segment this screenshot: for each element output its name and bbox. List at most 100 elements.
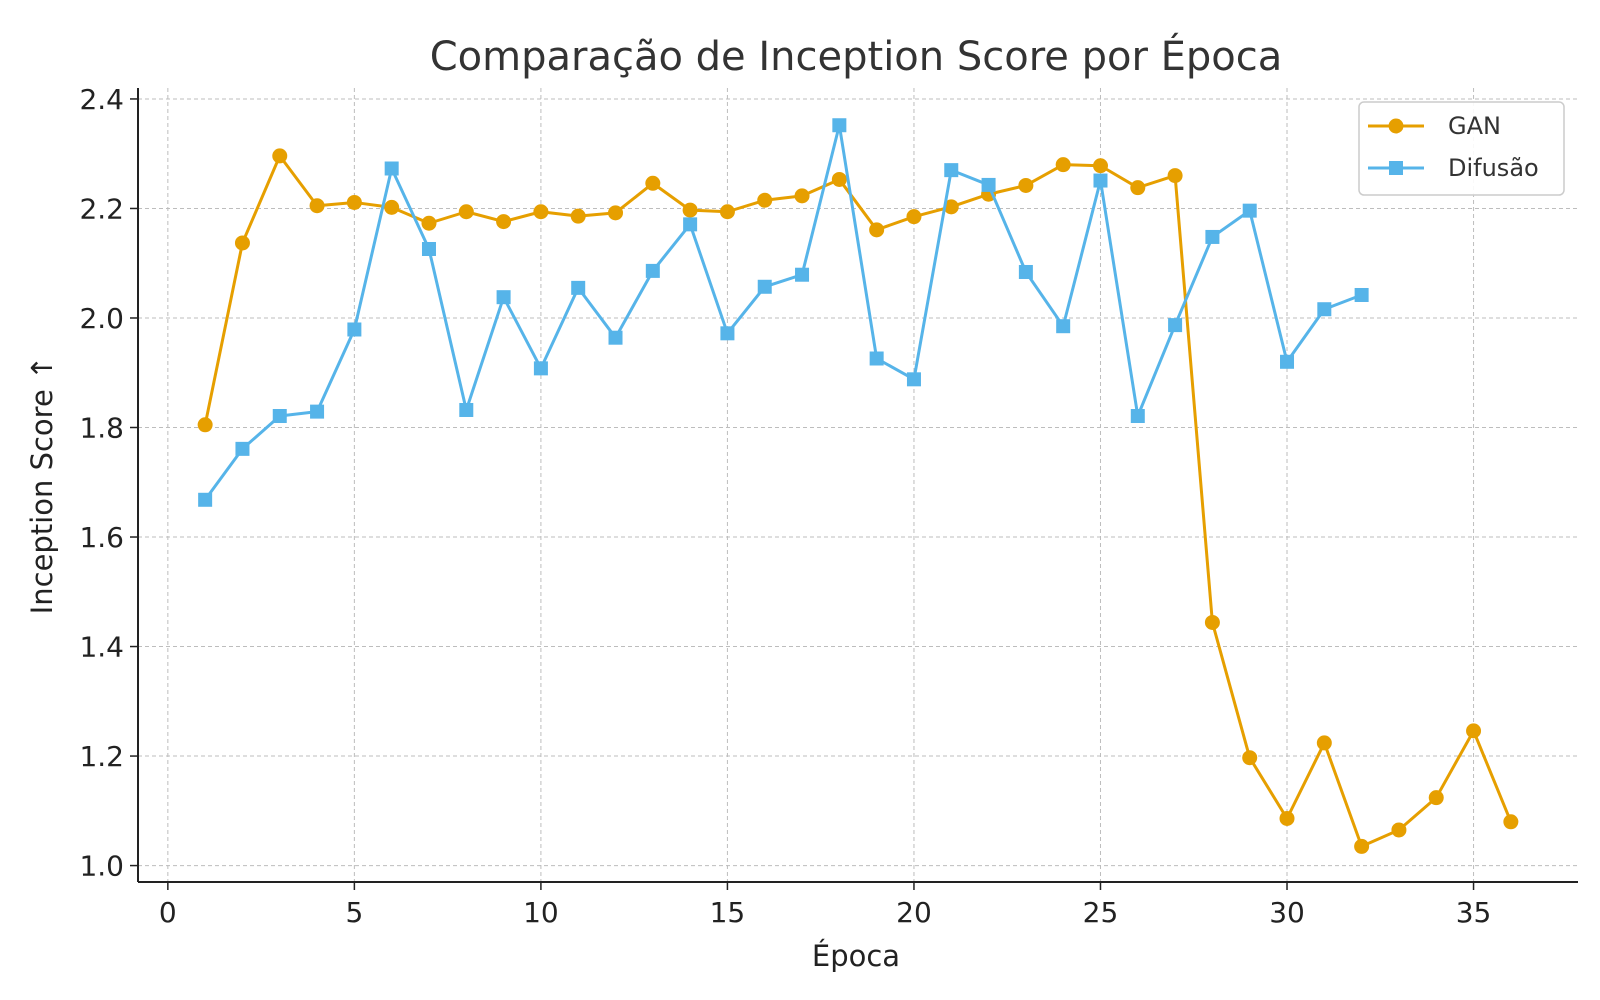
data-point-gan: [943, 199, 959, 215]
data-point-difusao: [720, 326, 735, 341]
data-point-gan: [1092, 158, 1108, 174]
data-point-gan: [346, 194, 362, 210]
data-point-gan: [1167, 168, 1183, 184]
data-point-gan: [1503, 814, 1519, 830]
y-tick-label: 1.0: [79, 850, 124, 883]
data-point-gan: [1018, 177, 1034, 193]
data-point-difusao: [459, 402, 474, 417]
data-point-difusao: [235, 441, 250, 456]
data-point-difusao: [571, 280, 586, 295]
series-line-difusao: [203, 123, 1363, 501]
y-axis-label: Inception Score ↑: [25, 356, 59, 615]
data-point-gan: [608, 205, 624, 221]
data-point-gan: [719, 204, 735, 220]
data-point-gan: [1279, 810, 1295, 826]
data-point-difusao: [384, 161, 399, 176]
legend-difusao-label: Difusão: [1448, 154, 1539, 182]
y-tick-label: 1.2: [79, 740, 124, 773]
x-axis-label: Época: [812, 939, 900, 973]
x-tick-label: 30: [1269, 896, 1305, 929]
data-point-difusao: [645, 263, 660, 278]
data-point-gan: [794, 188, 810, 204]
data-point-difusao: [683, 217, 698, 232]
x-tick-label: 25: [1083, 896, 1119, 929]
data-point-gan: [197, 417, 213, 433]
data-point-difusao: [496, 290, 511, 305]
data-point-gan: [906, 209, 922, 225]
data-point-gan: [1130, 180, 1146, 196]
data-point-difusao: [1168, 318, 1183, 333]
data-point-difusao: [421, 241, 436, 256]
x-tick-label: 20: [896, 896, 932, 929]
data-point-difusao: [981, 177, 996, 192]
data-point-gan: [1354, 838, 1370, 854]
data-point-difusao: [944, 163, 959, 178]
data-point-gan: [1242, 750, 1258, 766]
data-point-difusao: [608, 330, 623, 345]
data-point-gan: [1428, 790, 1444, 806]
data-point-gan: [1316, 735, 1332, 751]
data-point-difusao: [757, 279, 772, 294]
data-point-difusao: [906, 372, 921, 387]
data-point-gan: [645, 175, 661, 191]
x-tick-label: 5: [345, 896, 363, 929]
data-point-gan: [458, 204, 474, 220]
data-point-difusao: [198, 492, 213, 507]
y-tick-label: 2.4: [79, 83, 124, 116]
data-point-gan: [1391, 822, 1407, 838]
y-tick-label: 2.2: [79, 192, 124, 225]
data-point-gan: [533, 204, 549, 220]
data-point-gan: [831, 171, 847, 187]
data-point-difusao: [533, 361, 548, 376]
legend-difusao-marker: [1389, 161, 1403, 175]
legend: GAN Difusão: [1358, 101, 1565, 196]
data-point-gan: [570, 208, 586, 224]
data-point-difusao: [1056, 319, 1071, 334]
data-point-difusao: [1093, 173, 1108, 188]
data-point-difusao: [1205, 229, 1220, 244]
data-point-difusao: [1317, 302, 1332, 317]
data-point-gan: [1055, 157, 1071, 173]
data-point-difusao: [1280, 354, 1295, 369]
y-tick-label: 1.6: [79, 521, 124, 554]
data-point-gan: [496, 214, 512, 230]
data-point-difusao: [1018, 264, 1033, 279]
data-point-gan: [234, 235, 250, 251]
data-point-difusao: [832, 118, 847, 133]
data-point-difusao: [1242, 203, 1257, 218]
legend-gan-marker: [1388, 118, 1404, 134]
axes: [137, 88, 1578, 883]
x-tick-label: 10: [523, 896, 559, 929]
data-point-difusao: [795, 267, 810, 282]
x-tick-label: 0: [159, 896, 177, 929]
data-point-difusao: [310, 404, 325, 419]
y-tick-label: 1.4: [79, 631, 124, 664]
series: [197, 118, 1519, 854]
data-point-gan: [272, 148, 288, 164]
data-point-difusao: [347, 322, 362, 337]
y-tick-label: 1.8: [79, 412, 124, 445]
chart-title: Comparação de Inception Score por Época: [430, 32, 1283, 80]
legend-gan-label: GAN: [1448, 112, 1501, 140]
x-tick-label: 15: [710, 896, 746, 929]
data-point-gan: [384, 199, 400, 215]
data-point-gan: [869, 222, 885, 238]
ticks: 0 5 10 15 20 25 30 35 1.0 1.2 1.4 1.6 1.8 2.0 2.2 2.4: [79, 83, 1491, 929]
x-tick-label: 35: [1456, 896, 1492, 929]
data-point-gan: [757, 192, 773, 208]
data-point-difusao: [272, 409, 287, 424]
data-point-gan: [1466, 723, 1482, 739]
y-tick-label: 2.0: [79, 302, 124, 335]
series-difusao: [198, 118, 1369, 507]
data-point-gan: [309, 198, 325, 214]
data-point-gan: [682, 202, 698, 218]
series-gan: [197, 148, 1519, 854]
data-point-difusao: [1354, 287, 1369, 302]
data-point-difusao: [869, 351, 884, 366]
grid: [138, 88, 1578, 882]
data-point-gan: [421, 215, 437, 231]
data-point-difusao: [1130, 409, 1145, 424]
data-point-gan: [1204, 614, 1220, 630]
